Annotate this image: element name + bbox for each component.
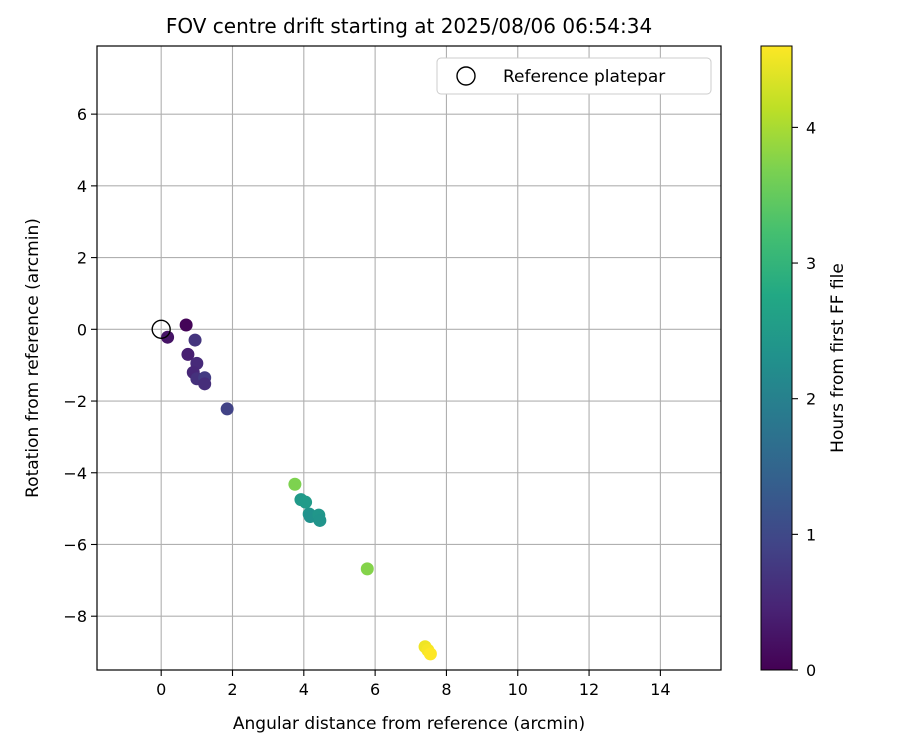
data-point <box>220 402 234 416</box>
colorbar-gradient <box>760 45 793 671</box>
x-tick-label: 6 <box>370 680 380 699</box>
y-tick-label: −2 <box>63 392 87 411</box>
x-tick-label: 14 <box>650 680 670 699</box>
reference-platepar-marker <box>151 319 171 340</box>
plot-frame <box>96 45 722 671</box>
x-tick-label: 0 <box>156 680 166 699</box>
colorbar-tick-label: 1 <box>806 525 816 544</box>
data-point <box>313 513 327 527</box>
x-tick-label: 4 <box>299 680 309 699</box>
colorbar: 0 1 2 3 4 Hours from first FF file <box>760 45 848 680</box>
colorbar-ticks: 0 1 2 3 4 <box>792 118 816 680</box>
chart-title: FOV centre drift starting at 2025/08/06 … <box>166 14 652 38</box>
grid-lines <box>97 46 721 670</box>
x-tick-label: 10 <box>508 680 528 699</box>
colorbar-label: Hours from first FF file <box>828 263 848 453</box>
x-axis-label: Angular distance from reference (arcmin) <box>233 714 585 734</box>
data-point <box>198 377 212 391</box>
colorbar-tick-label: 2 <box>806 390 816 409</box>
y-tick-label: −6 <box>63 535 87 554</box>
x-tick-label: 8 <box>441 680 451 699</box>
y-axis-label: Rotation from reference (arcmin) <box>23 218 43 498</box>
scatter-points <box>161 318 437 661</box>
x-tick-label: 2 <box>227 680 237 699</box>
data-point <box>299 495 313 509</box>
x-tick-label: 12 <box>579 680 599 699</box>
colorbar-tick-label: 3 <box>806 254 816 273</box>
colorbar-tick-label: 4 <box>806 118 816 137</box>
x-axis-ticks: 0 2 4 6 8 10 12 14 <box>156 670 671 699</box>
y-axis-ticks: −8 −6 −4 −2 0 2 4 6 <box>63 105 97 626</box>
data-point <box>288 477 302 491</box>
legend-box <box>436 57 712 95</box>
y-tick-label: 0 <box>77 320 87 339</box>
y-tick-label: −4 <box>63 464 87 483</box>
legend-label: Reference platepar <box>503 67 665 87</box>
y-tick-label: 2 <box>77 249 87 268</box>
data-point <box>179 318 193 332</box>
data-point <box>360 562 374 576</box>
data-point <box>161 330 175 344</box>
colorbar-tick-label: 0 <box>806 661 816 680</box>
legend-marker-circle <box>456 66 476 86</box>
data-point <box>423 647 437 661</box>
data-point <box>188 333 202 347</box>
legend: Reference platepar <box>436 57 712 95</box>
y-tick-label: 4 <box>77 177 87 196</box>
y-tick-label: 6 <box>77 105 87 124</box>
data-point <box>181 347 195 361</box>
y-tick-label: −8 <box>63 607 87 626</box>
